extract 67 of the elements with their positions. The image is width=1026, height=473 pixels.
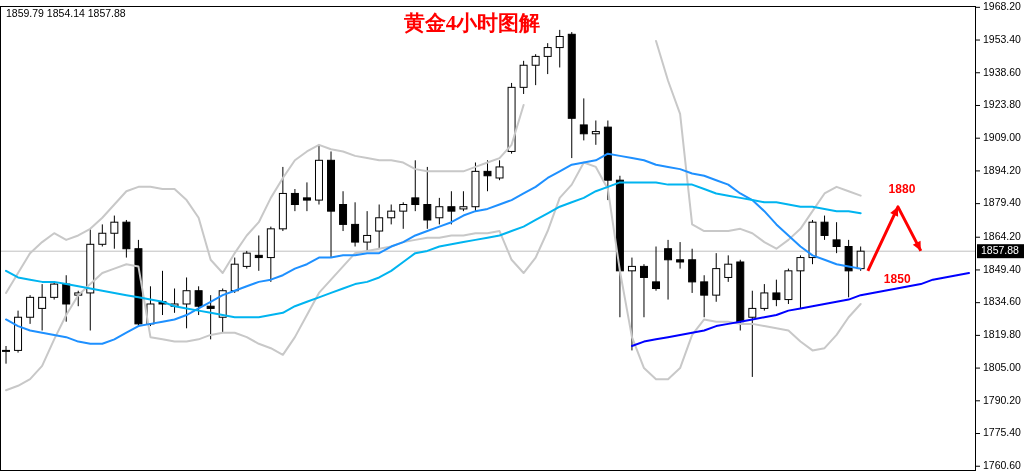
candlestick [62, 274, 71, 323]
candlestick [856, 246, 865, 272]
y-tick-label: 1790.20 [983, 393, 1022, 406]
candlestick [772, 279, 781, 307]
candlestick [194, 285, 203, 316]
y-tick-label: 1819.80 [983, 328, 1022, 341]
y-tick-label: 1760.60 [983, 459, 1022, 472]
annotation: 1880 [888, 181, 916, 196]
candlestick [688, 248, 697, 294]
y-tick-label: 1775.40 [983, 426, 1022, 439]
candlestick [254, 234, 263, 272]
candlestick [26, 294, 35, 325]
candlestick [796, 254, 805, 309]
candlestick [627, 257, 636, 351]
y-tick-label: 1879.40 [983, 196, 1022, 209]
candlestick [591, 120, 600, 146]
annotation: 1859.79 1854.14 1857.88 [6, 7, 126, 19]
candlestick [387, 204, 396, 225]
y-tick-label: 1849.40 [983, 262, 1022, 275]
candlestick [447, 190, 456, 225]
candlestick [435, 197, 444, 225]
candlestick [110, 215, 119, 250]
candlestick [302, 181, 311, 212]
candlestick [579, 97, 588, 141]
candlestick [519, 60, 528, 95]
candlestick [495, 159, 504, 181]
candlestick [182, 276, 191, 329]
candlestick [375, 204, 384, 250]
candlestick [290, 188, 299, 212]
annotation: 1850 [883, 271, 911, 286]
chart-title: 黄金4小时图解 [402, 11, 541, 35]
y-tick-label: 1834.60 [983, 295, 1022, 308]
candlestick [555, 29, 564, 68]
line-series [5, 181, 862, 319]
candlestick [832, 221, 841, 254]
candlestick [820, 215, 829, 241]
y-tick-label: 1805.00 [983, 360, 1022, 373]
candlestick [399, 201, 408, 230]
candlestick [652, 246, 661, 292]
candlestick [748, 290, 757, 378]
candlestick [700, 274, 709, 318]
candlestick [724, 254, 733, 283]
candlestick [483, 159, 492, 192]
candlestick [459, 190, 468, 212]
candlestick [664, 239, 673, 301]
y-tick-label: 1968.20 [983, 0, 1022, 13]
candlestick [206, 294, 215, 340]
y-tick-label: 1938.60 [983, 65, 1022, 78]
candlestick [351, 201, 360, 248]
y-tick-label: 1909.00 [983, 130, 1022, 143]
y-tick-label: 1864.20 [983, 230, 1022, 243]
candlestick [98, 223, 107, 248]
y-tick-label: 1953.40 [983, 32, 1022, 45]
y-tick-label: 1894.20 [983, 163, 1022, 176]
candlestick [531, 53, 540, 86]
candlestick [423, 166, 432, 230]
candlestick [639, 263, 648, 318]
line-series [630, 272, 970, 347]
candlestick [411, 159, 420, 212]
candlestick [38, 283, 47, 332]
y-tick-label: 1923.80 [983, 98, 1022, 111]
ref-line-label: 1857.88 [981, 243, 1020, 256]
candlestick [543, 42, 552, 75]
candlestick [363, 210, 372, 252]
candlestick [760, 283, 769, 312]
candlestick [339, 190, 348, 232]
candlestick [676, 241, 685, 270]
